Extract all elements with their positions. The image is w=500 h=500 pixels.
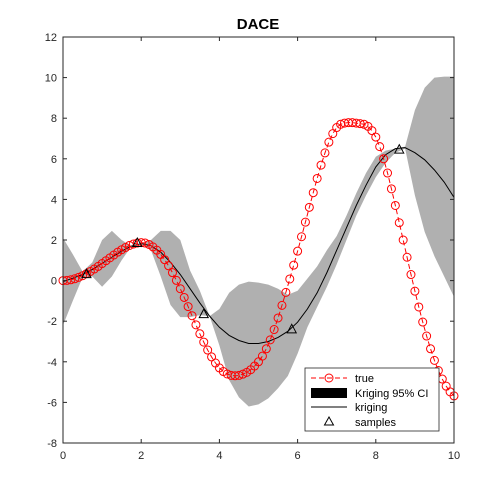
true-marker	[167, 268, 177, 278]
true-marker	[277, 300, 287, 310]
true-marker	[70, 274, 80, 284]
y-tick-label: 8	[51, 113, 57, 125]
legend: true Kriging 95% CI kriging samples	[304, 367, 440, 432]
true-marker	[375, 142, 385, 152]
true-marker	[390, 200, 400, 210]
true-marker	[422, 331, 432, 341]
y-tick-label: 6	[51, 154, 57, 166]
true-marker	[195, 329, 205, 339]
true-marker	[183, 302, 193, 312]
true-marker	[398, 235, 408, 245]
true-marker	[308, 188, 318, 198]
true-marker	[402, 252, 412, 262]
y-tick-label: 10	[45, 73, 57, 85]
true-marker	[379, 154, 389, 164]
true-marker	[175, 284, 185, 294]
x-tick-label: 10	[448, 450, 460, 462]
kriging-line	[62, 147, 455, 345]
true-marker	[316, 160, 326, 170]
axis-ticks: 0 2 4 6 8 10 -8 -6 -4 -2 0 2 4 6 8 10 12	[45, 32, 460, 462]
true-marker	[386, 184, 396, 194]
x-tick-label: 4	[216, 450, 222, 462]
true-marker	[383, 168, 393, 178]
true-marker	[281, 287, 291, 297]
x-tick-label: 6	[295, 450, 301, 462]
true-line-layer	[58, 118, 459, 401]
true-marker	[285, 274, 295, 284]
true-marker	[203, 345, 213, 355]
legend-label-kriging: kriging	[355, 402, 387, 414]
true-marker	[320, 148, 330, 158]
x-tick-label: 8	[373, 450, 379, 462]
x-tick-label: 2	[138, 450, 144, 462]
legend-entry-kriging: kriging	[311, 402, 387, 414]
legend-label-true: true	[355, 373, 374, 385]
true-marker	[371, 132, 381, 142]
legend-entry-true: true	[311, 373, 374, 385]
true-marker	[324, 137, 334, 147]
true-marker	[297, 232, 307, 242]
legend-label-ci: Kriging 95% CI	[355, 388, 428, 400]
true-marker	[289, 260, 299, 270]
sample-marker	[393, 143, 405, 154]
true-marker	[199, 337, 209, 347]
true-marker	[429, 355, 439, 365]
true-marker	[273, 313, 283, 323]
true-marker	[187, 311, 197, 321]
x-tick-label: 0	[60, 450, 66, 462]
true-marker	[269, 325, 279, 335]
true-marker	[257, 351, 267, 361]
legend-entry-samples: samples	[323, 415, 396, 429]
samples-layer	[81, 143, 405, 334]
true-marker	[410, 286, 420, 296]
y-tick-label: -4	[47, 357, 57, 369]
true-marker	[179, 292, 189, 302]
y-tick-label: 2	[51, 235, 57, 247]
true-marker	[164, 261, 174, 271]
sample-marker	[198, 308, 210, 319]
legend-label-samples: samples	[355, 417, 396, 429]
true-marker	[234, 370, 244, 380]
true-marker	[66, 275, 76, 285]
true-marker	[394, 218, 404, 228]
true-marker	[265, 335, 275, 345]
true-marker	[293, 246, 303, 256]
sample-marker	[286, 323, 298, 334]
true-marker	[261, 344, 271, 354]
true-marker	[426, 344, 436, 354]
true-marker	[191, 320, 201, 330]
y-tick-label: 12	[45, 32, 57, 44]
true-marker	[367, 126, 377, 136]
ci-band-layer	[63, 76, 454, 407]
y-tick-label: -6	[47, 397, 57, 409]
legend-entry-ci: Kriging 95% CI	[311, 388, 428, 400]
true-marker	[300, 217, 310, 227]
true-marker	[418, 317, 428, 327]
y-tick-label: 0	[51, 276, 57, 288]
true-marker	[312, 173, 322, 183]
y-tick-label: -8	[47, 438, 57, 450]
true-marker	[171, 275, 181, 285]
kriging-line-layer	[62, 147, 455, 345]
true-marker	[140, 238, 150, 248]
true-marker	[304, 202, 314, 212]
true-marker	[355, 119, 365, 129]
sample-marker	[81, 268, 92, 279]
true-marker	[414, 302, 424, 312]
chart-title: DACE	[237, 16, 280, 33]
y-tick-label: -2	[47, 316, 57, 328]
y-tick-label: 4	[51, 194, 57, 206]
true-marker	[406, 270, 416, 280]
sample-marker	[131, 236, 143, 248]
ci-band	[63, 76, 454, 407]
true-line	[62, 122, 455, 397]
